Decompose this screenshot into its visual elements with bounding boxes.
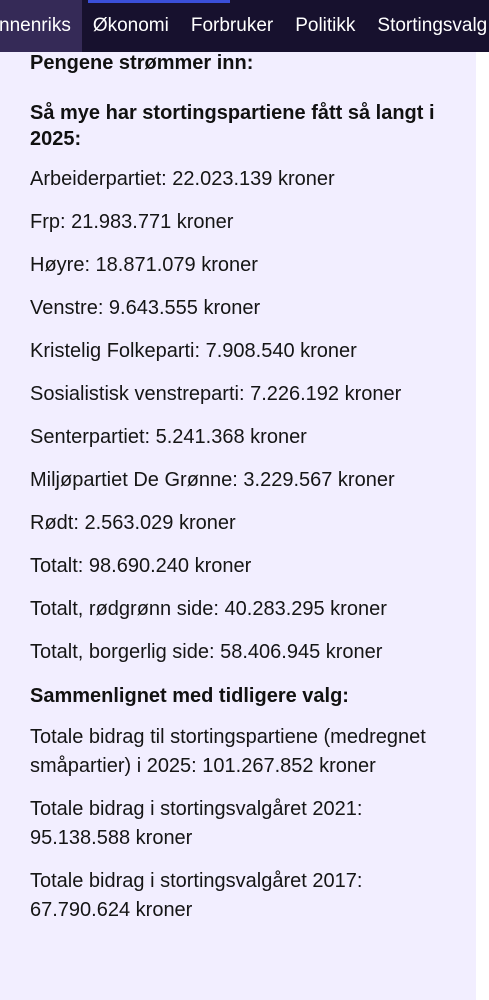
list-item: Miljøpartiet De Grønne: 3.229.567 kroner — [30, 469, 395, 491]
list-item: Totalt, borgerlig side: 58.406.945 krone… — [30, 641, 383, 663]
list-item: Venstre: 9.643.555 kroner — [30, 297, 261, 319]
list-item: Totalt, rødgrønn side: 40.283.295 kroner — [30, 598, 387, 620]
intro-heading: Pengene strømmer inn: — [30, 52, 254, 74]
list-item: Totalt: 98.690.240 kroner — [30, 555, 252, 577]
nav-active-indicator — [88, 0, 230, 3]
list-item: Senterpartiet: 5.241.368 kroner — [30, 426, 307, 448]
top-navigation: nnenriks Økonomi Forbruker Politikk Stor… — [0, 0, 489, 52]
nav-item-okonomi[interactable]: Økonomi — [92, 15, 169, 36]
list-item: Kristelig Folkeparti: 7.908.540 kroner — [30, 340, 357, 362]
list-item: Totale bidrag til stortingspartiene (med… — [30, 726, 426, 777]
comparison-list: Totale bidrag til stortingspartiene (med… — [30, 723, 452, 925]
list-item: Rødt: 2.563.029 kroner — [30, 512, 236, 534]
nav-item-politikk[interactable]: Politikk — [295, 15, 356, 36]
party-contributions-list: Arbeiderpartiet: 22.023.139 kroner Frp: … — [30, 165, 452, 667]
nav-item-innenriks[interactable]: nnenriks — [0, 0, 82, 52]
parties-heading: Så mye har stortingspartiene fått så lan… — [30, 102, 435, 150]
nav-items: nnenriks Økonomi Forbruker Politikk Stor… — [0, 0, 489, 52]
list-item: Arbeiderpartiet: 22.023.139 kroner — [30, 168, 335, 190]
list-item: Totale bidrag i stortingsvalgåret 2021: … — [30, 798, 363, 849]
nav-item-forbruker[interactable]: Forbruker — [190, 15, 274, 36]
list-item: Høyre: 18.871.079 kroner — [30, 254, 258, 276]
list-item: Frp: 21.983.771 kroner — [30, 211, 234, 233]
compare-heading: Sammenlignet med tidligere valg: — [30, 685, 349, 707]
list-item: Totale bidrag i stortingsvalgåret 2017: … — [30, 870, 363, 921]
nav-item-stortingsvalg[interactable]: Stortingsvalg — [377, 15, 488, 36]
list-item: Sosialistisk venstreparti: 7.226.192 kro… — [30, 383, 402, 405]
article-factbox: Pengene strømmer inn: Så mye har stortin… — [0, 52, 476, 1000]
